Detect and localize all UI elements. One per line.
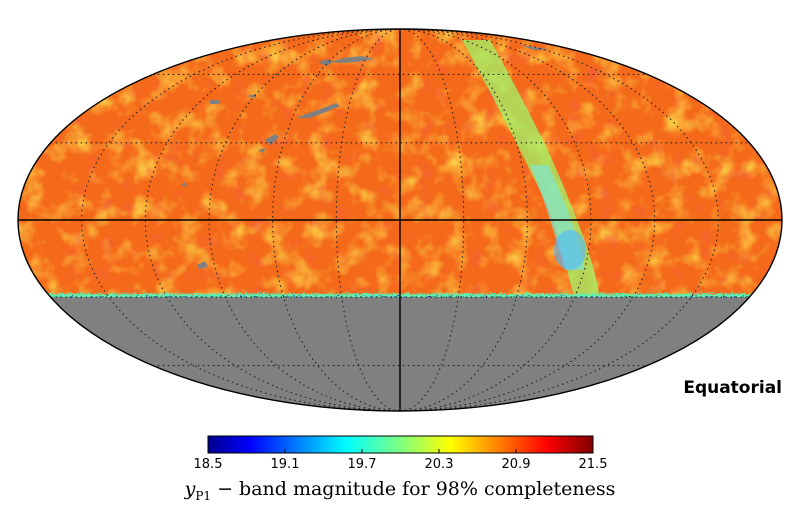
masked-patch [246, 94, 256, 98]
masked-patch [330, 56, 374, 63]
coordinate-system-label: Equatorial [683, 378, 782, 398]
colorbar-tick-label: 20.9 [502, 457, 531, 472]
colorbar-gradient [207, 435, 594, 454]
masked-patch [258, 148, 266, 153]
colorbar-tick-label: 18.5 [194, 457, 223, 472]
masked-patch [181, 182, 187, 187]
colorbar-title: yP1 − band magnitude for 98% completenes… [0, 478, 800, 503]
graticule-meridian [399, 29, 465, 411]
masked-patch [265, 134, 279, 145]
masked-patch [197, 261, 208, 269]
colorbar-ticks: 18.5 19.1 19.7 20.3 20.9 21.5 [194, 449, 608, 472]
colorbar-title-text: − band magnitude for 98% completeness [211, 478, 616, 500]
colorbar-tick-label: 19.7 [348, 457, 377, 472]
graticule-meridian [144, 29, 401, 411]
colorbar-tick-label: 19.1 [271, 457, 300, 472]
masked-patch [210, 100, 220, 104]
graticule-meridian [399, 29, 656, 411]
low-depth-patch [554, 230, 586, 270]
colorbar-tick-label: 21.5 [579, 457, 608, 472]
masked-patch [296, 103, 340, 118]
colorbar: 18.5 19.1 19.7 20.3 20.9 21.5 [194, 435, 608, 472]
colorbar-tick-label: 20.3 [425, 457, 454, 472]
colorbar-title-variable: y [184, 478, 196, 500]
map-outline [17, 28, 783, 412]
colorbar-title-subscript: P1 [195, 488, 212, 503]
